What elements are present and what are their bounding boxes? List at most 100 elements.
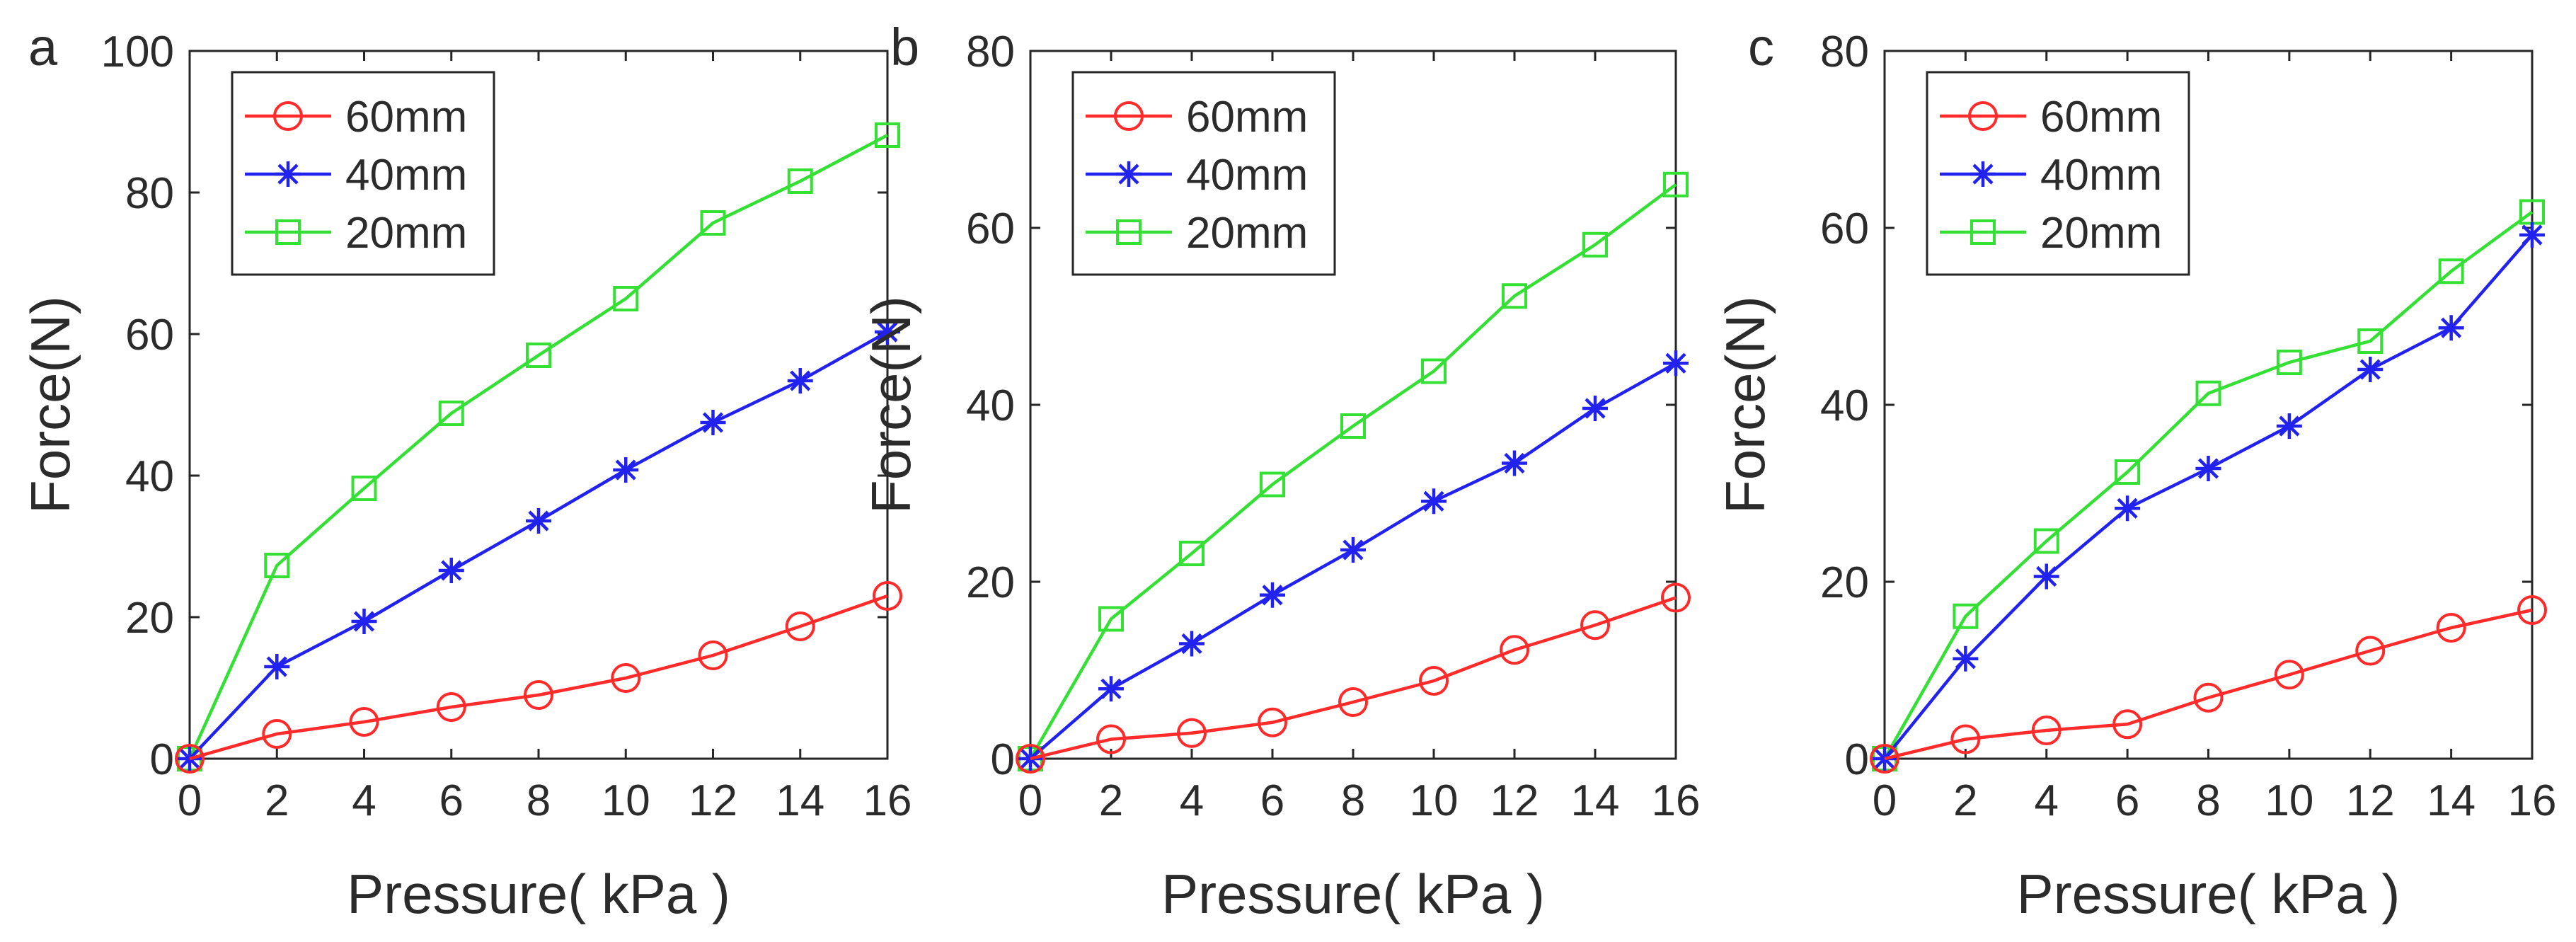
- series-20mm: [1018, 171, 1689, 771]
- y-tick-label: 0: [1845, 735, 1869, 784]
- data-point-40mm: [1421, 488, 1447, 515]
- legend-label: 40mm: [2040, 151, 2162, 200]
- y-tick-label: 60: [125, 311, 174, 360]
- y-tick-label: 100: [101, 28, 174, 76]
- data-point-40mm: [875, 319, 900, 345]
- series-line-20mm: [1883, 210, 2534, 760]
- panel-letter: a: [28, 18, 58, 76]
- series-line-60mm: [189, 594, 888, 761]
- legend-label: 20mm: [1186, 209, 1308, 258]
- data-point-20mm: [1340, 413, 1366, 439]
- x-tick-label: 14: [2427, 776, 2476, 825]
- data-point-60mm: [2355, 636, 2386, 666]
- data-point-20mm: [1663, 171, 1689, 197]
- data-point-20mm: [875, 122, 900, 148]
- data-point-20mm: [1179, 541, 1204, 566]
- data-point-40mm: [526, 508, 551, 534]
- data-point-20mm: [1953, 603, 1979, 629]
- data-point-60mm: [1258, 707, 1287, 737]
- x-axis-label: Pressure( kPa ): [347, 863, 730, 925]
- data-point-20mm: [2438, 258, 2464, 285]
- data-point-40mm: [700, 410, 726, 435]
- data-point-40mm: [2115, 495, 2141, 522]
- data-point-20mm: [526, 343, 551, 368]
- y-tick-label: 60: [966, 205, 1015, 253]
- legend: 60mm 40mm 20mm: [1926, 71, 2190, 276]
- x-tick-label: 8: [527, 776, 551, 825]
- x-tick-label: 2: [265, 776, 289, 825]
- data-point-60mm: [436, 692, 466, 722]
- legend-label: 60mm: [1186, 93, 1308, 142]
- data-point-60mm: [1500, 635, 1529, 665]
- data-point-60mm: [873, 581, 902, 611]
- y-tick-label: 80: [966, 28, 1015, 76]
- data-point-40mm: [1953, 645, 1979, 672]
- data-point-60mm: [698, 641, 728, 670]
- data-point-20mm: [438, 401, 464, 426]
- y-tick-label: 80: [125, 169, 174, 218]
- data-point-60mm: [1016, 744, 1045, 774]
- x-tick-label: 8: [1341, 776, 1365, 825]
- data-point-60mm: [262, 719, 292, 749]
- data-point-60mm: [1661, 582, 1691, 613]
- data-point-20mm: [351, 476, 377, 501]
- series-line-20mm: [188, 134, 889, 759]
- data-point-20mm: [1421, 358, 1447, 384]
- x-tick-label: 14: [776, 776, 824, 825]
- series-line-60mm: [1030, 596, 1677, 761]
- x-tick-label: 2: [1099, 776, 1123, 825]
- series-60mm: [1016, 582, 1691, 774]
- data-point-40mm: [1582, 396, 1608, 421]
- data-point-40mm: [2357, 357, 2384, 382]
- data-point-60mm: [2031, 716, 2062, 745]
- y-tick-label: 0: [150, 735, 174, 784]
- x-tick-label: 12: [689, 776, 737, 825]
- data-point-20mm: [700, 210, 726, 236]
- data-point-20mm: [264, 553, 290, 578]
- series-line-20mm: [1029, 183, 1677, 760]
- data-point-20mm: [2195, 380, 2221, 406]
- legend-label: 60mm: [345, 93, 467, 142]
- series-60mm: [175, 581, 902, 774]
- series-20mm: [1872, 199, 2545, 771]
- data-point-20mm: [1502, 283, 1527, 309]
- data-point-40mm: [1502, 450, 1527, 476]
- data-point-40mm: [2438, 315, 2464, 341]
- x-axis-label: Pressure( kPa ): [1161, 863, 1545, 925]
- legend-marker-40mm: [275, 161, 301, 187]
- legend-marker-20mm: [1970, 219, 1996, 245]
- data-point-40mm: [1098, 676, 1124, 702]
- data-point-60mm: [2436, 613, 2466, 643]
- data-point-40mm: [2519, 222, 2545, 248]
- data-point-60mm: [1870, 744, 1899, 774]
- data-point-60mm: [1177, 718, 1207, 748]
- legend-label: 40mm: [345, 151, 467, 200]
- y-axis-label: Force(N): [1714, 296, 1776, 514]
- x-tick-label: 8: [2196, 776, 2220, 825]
- y-tick-label: 40: [1820, 381, 1869, 430]
- data-point-40mm: [787, 368, 813, 394]
- legend-label: 40mm: [1186, 151, 1308, 200]
- y-tick-label: 20: [1820, 558, 1869, 607]
- data-point-40mm: [351, 609, 377, 634]
- data-point-40mm: [438, 558, 464, 583]
- data-point-20mm: [2115, 459, 2141, 485]
- data-point-60mm: [1950, 724, 1981, 754]
- x-tick-label: 10: [2265, 776, 2313, 825]
- x-tick-label: 10: [602, 776, 650, 825]
- legend-marker-20mm: [1116, 219, 1142, 245]
- legend-marker-40mm: [1116, 161, 1142, 187]
- legend-label: 20mm: [2040, 209, 2162, 258]
- x-tick-label: 4: [2035, 776, 2059, 825]
- data-point-60mm: [349, 707, 379, 737]
- x-tick-label: 0: [178, 776, 202, 825]
- data-point-20mm: [2033, 528, 2059, 554]
- data-point-60mm: [1419, 666, 1449, 696]
- y-tick-label: 60: [1820, 205, 1869, 253]
- data-point-20mm: [613, 286, 639, 311]
- series-40mm: [1872, 222, 2545, 771]
- panel-letter: c: [1748, 18, 1774, 76]
- series-20mm: [177, 122, 900, 771]
- x-tick-label: 14: [1571, 776, 1620, 825]
- legend-marker-60mm: [1114, 101, 1144, 131]
